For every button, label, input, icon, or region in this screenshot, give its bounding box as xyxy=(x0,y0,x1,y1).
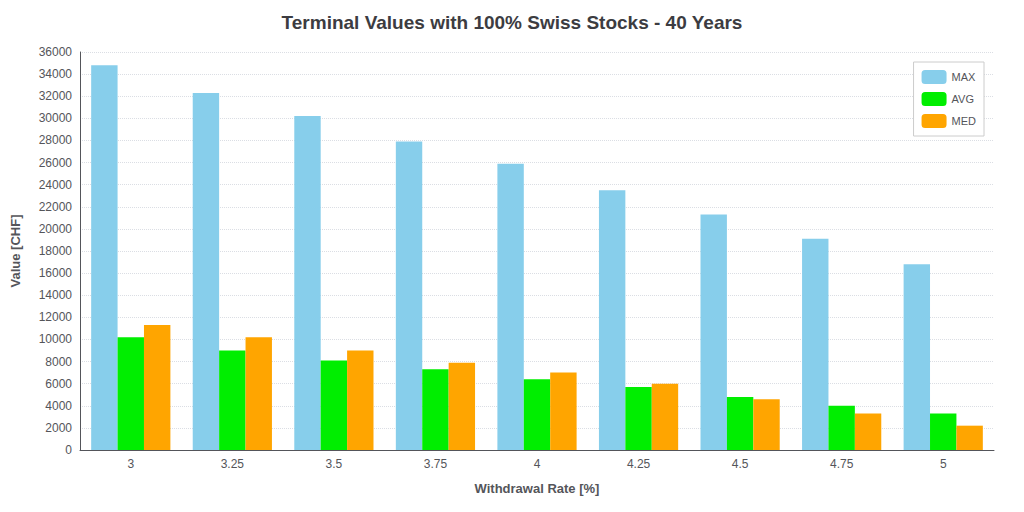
svg-text:0: 0 xyxy=(65,443,72,457)
svg-text:34000: 34000 xyxy=(39,67,73,81)
svg-text:5: 5 xyxy=(940,457,947,471)
svg-text:3.75: 3.75 xyxy=(424,457,448,471)
svg-text:4: 4 xyxy=(534,457,541,471)
svg-text:2000: 2000 xyxy=(45,421,72,435)
svg-text:6000: 6000 xyxy=(45,377,72,391)
svg-text:20000: 20000 xyxy=(39,222,73,236)
svg-text:36000: 36000 xyxy=(39,45,73,59)
svg-text:24000: 24000 xyxy=(39,178,73,192)
svg-text:Value [CHF]: Value [CHF] xyxy=(8,215,23,288)
svg-text:16000: 16000 xyxy=(39,266,73,280)
svg-text:Withdrawal Rate [%]: Withdrawal Rate [%] xyxy=(475,481,600,496)
svg-text:26000: 26000 xyxy=(39,156,73,170)
svg-text:12000: 12000 xyxy=(39,310,73,324)
svg-text:10000: 10000 xyxy=(39,332,73,346)
svg-text:4.5: 4.5 xyxy=(732,457,749,471)
svg-text:4.75: 4.75 xyxy=(830,457,854,471)
svg-text:22000: 22000 xyxy=(39,200,73,214)
svg-text:8000: 8000 xyxy=(45,355,72,369)
svg-text:28000: 28000 xyxy=(39,133,73,147)
svg-text:4000: 4000 xyxy=(45,399,72,413)
svg-text:MAX: MAX xyxy=(952,71,977,83)
svg-text:3.5: 3.5 xyxy=(326,457,343,471)
svg-text:18000: 18000 xyxy=(39,244,73,258)
svg-text:3: 3 xyxy=(127,457,134,471)
svg-text:4.25: 4.25 xyxy=(627,457,651,471)
svg-text:MED: MED xyxy=(952,115,977,127)
svg-text:14000: 14000 xyxy=(39,288,73,302)
svg-text:AVG: AVG xyxy=(952,93,974,105)
svg-text:32000: 32000 xyxy=(39,89,73,103)
svg-text:Terminal Values with 100% Swis: Terminal Values with 100% Swiss Stocks -… xyxy=(282,12,743,33)
svg-text:3.25: 3.25 xyxy=(221,457,245,471)
svg-text:30000: 30000 xyxy=(39,111,73,125)
